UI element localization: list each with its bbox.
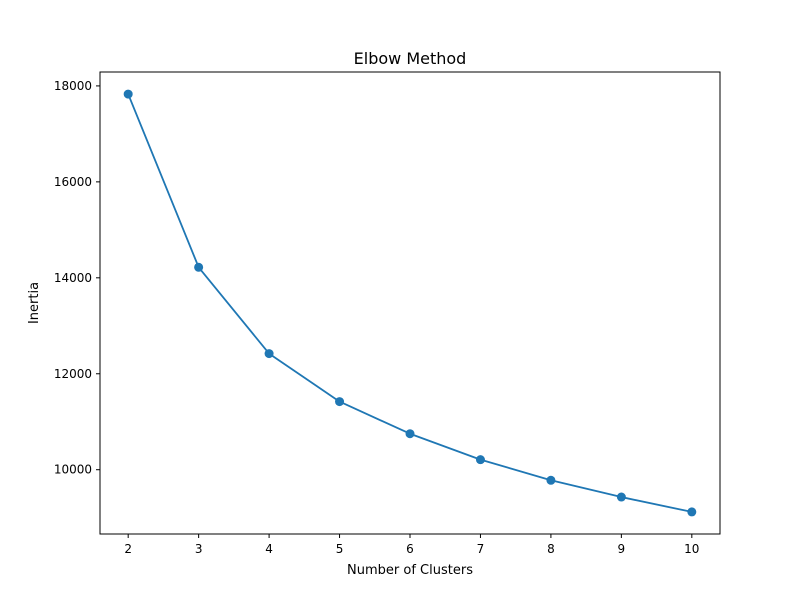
- x-tick-label: 6: [406, 542, 414, 556]
- x-tick-label: 3: [195, 542, 203, 556]
- x-tick-label: 5: [336, 542, 344, 556]
- data-point: [475, 455, 485, 465]
- x-tick-label: 4: [265, 542, 273, 556]
- data-point: [616, 492, 626, 502]
- data-point: [687, 507, 697, 517]
- y-tick-label: 18000: [54, 79, 92, 93]
- x-axis-ticks: 2 3 4 5 6 7 8 9 10: [124, 534, 699, 556]
- y-tick-label: 12000: [54, 367, 92, 381]
- data-layer: [123, 89, 697, 517]
- data-point: [405, 429, 415, 439]
- plot-area: [100, 72, 720, 534]
- y-tick-label: 10000: [54, 463, 92, 477]
- data-point: [264, 349, 274, 359]
- y-tick-label: 16000: [54, 175, 92, 189]
- data-point: [123, 89, 133, 99]
- x-tick-label: 10: [684, 542, 699, 556]
- data-point: [546, 475, 556, 485]
- x-tick-label: 2: [124, 542, 132, 556]
- x-axis-label: Number of Clusters: [347, 563, 473, 578]
- y-axis-ticks: 10000 12000 14000 16000 18000: [54, 79, 100, 477]
- chart-title: Elbow Method: [354, 49, 467, 68]
- y-tick-label: 14000: [54, 271, 92, 285]
- x-tick-label: 7: [477, 542, 485, 556]
- x-tick-label: 9: [618, 542, 626, 556]
- data-point: [335, 397, 345, 407]
- x-tick-label: 8: [547, 542, 555, 556]
- data-point: [194, 262, 204, 272]
- y-axis-label: Inertia: [27, 282, 42, 324]
